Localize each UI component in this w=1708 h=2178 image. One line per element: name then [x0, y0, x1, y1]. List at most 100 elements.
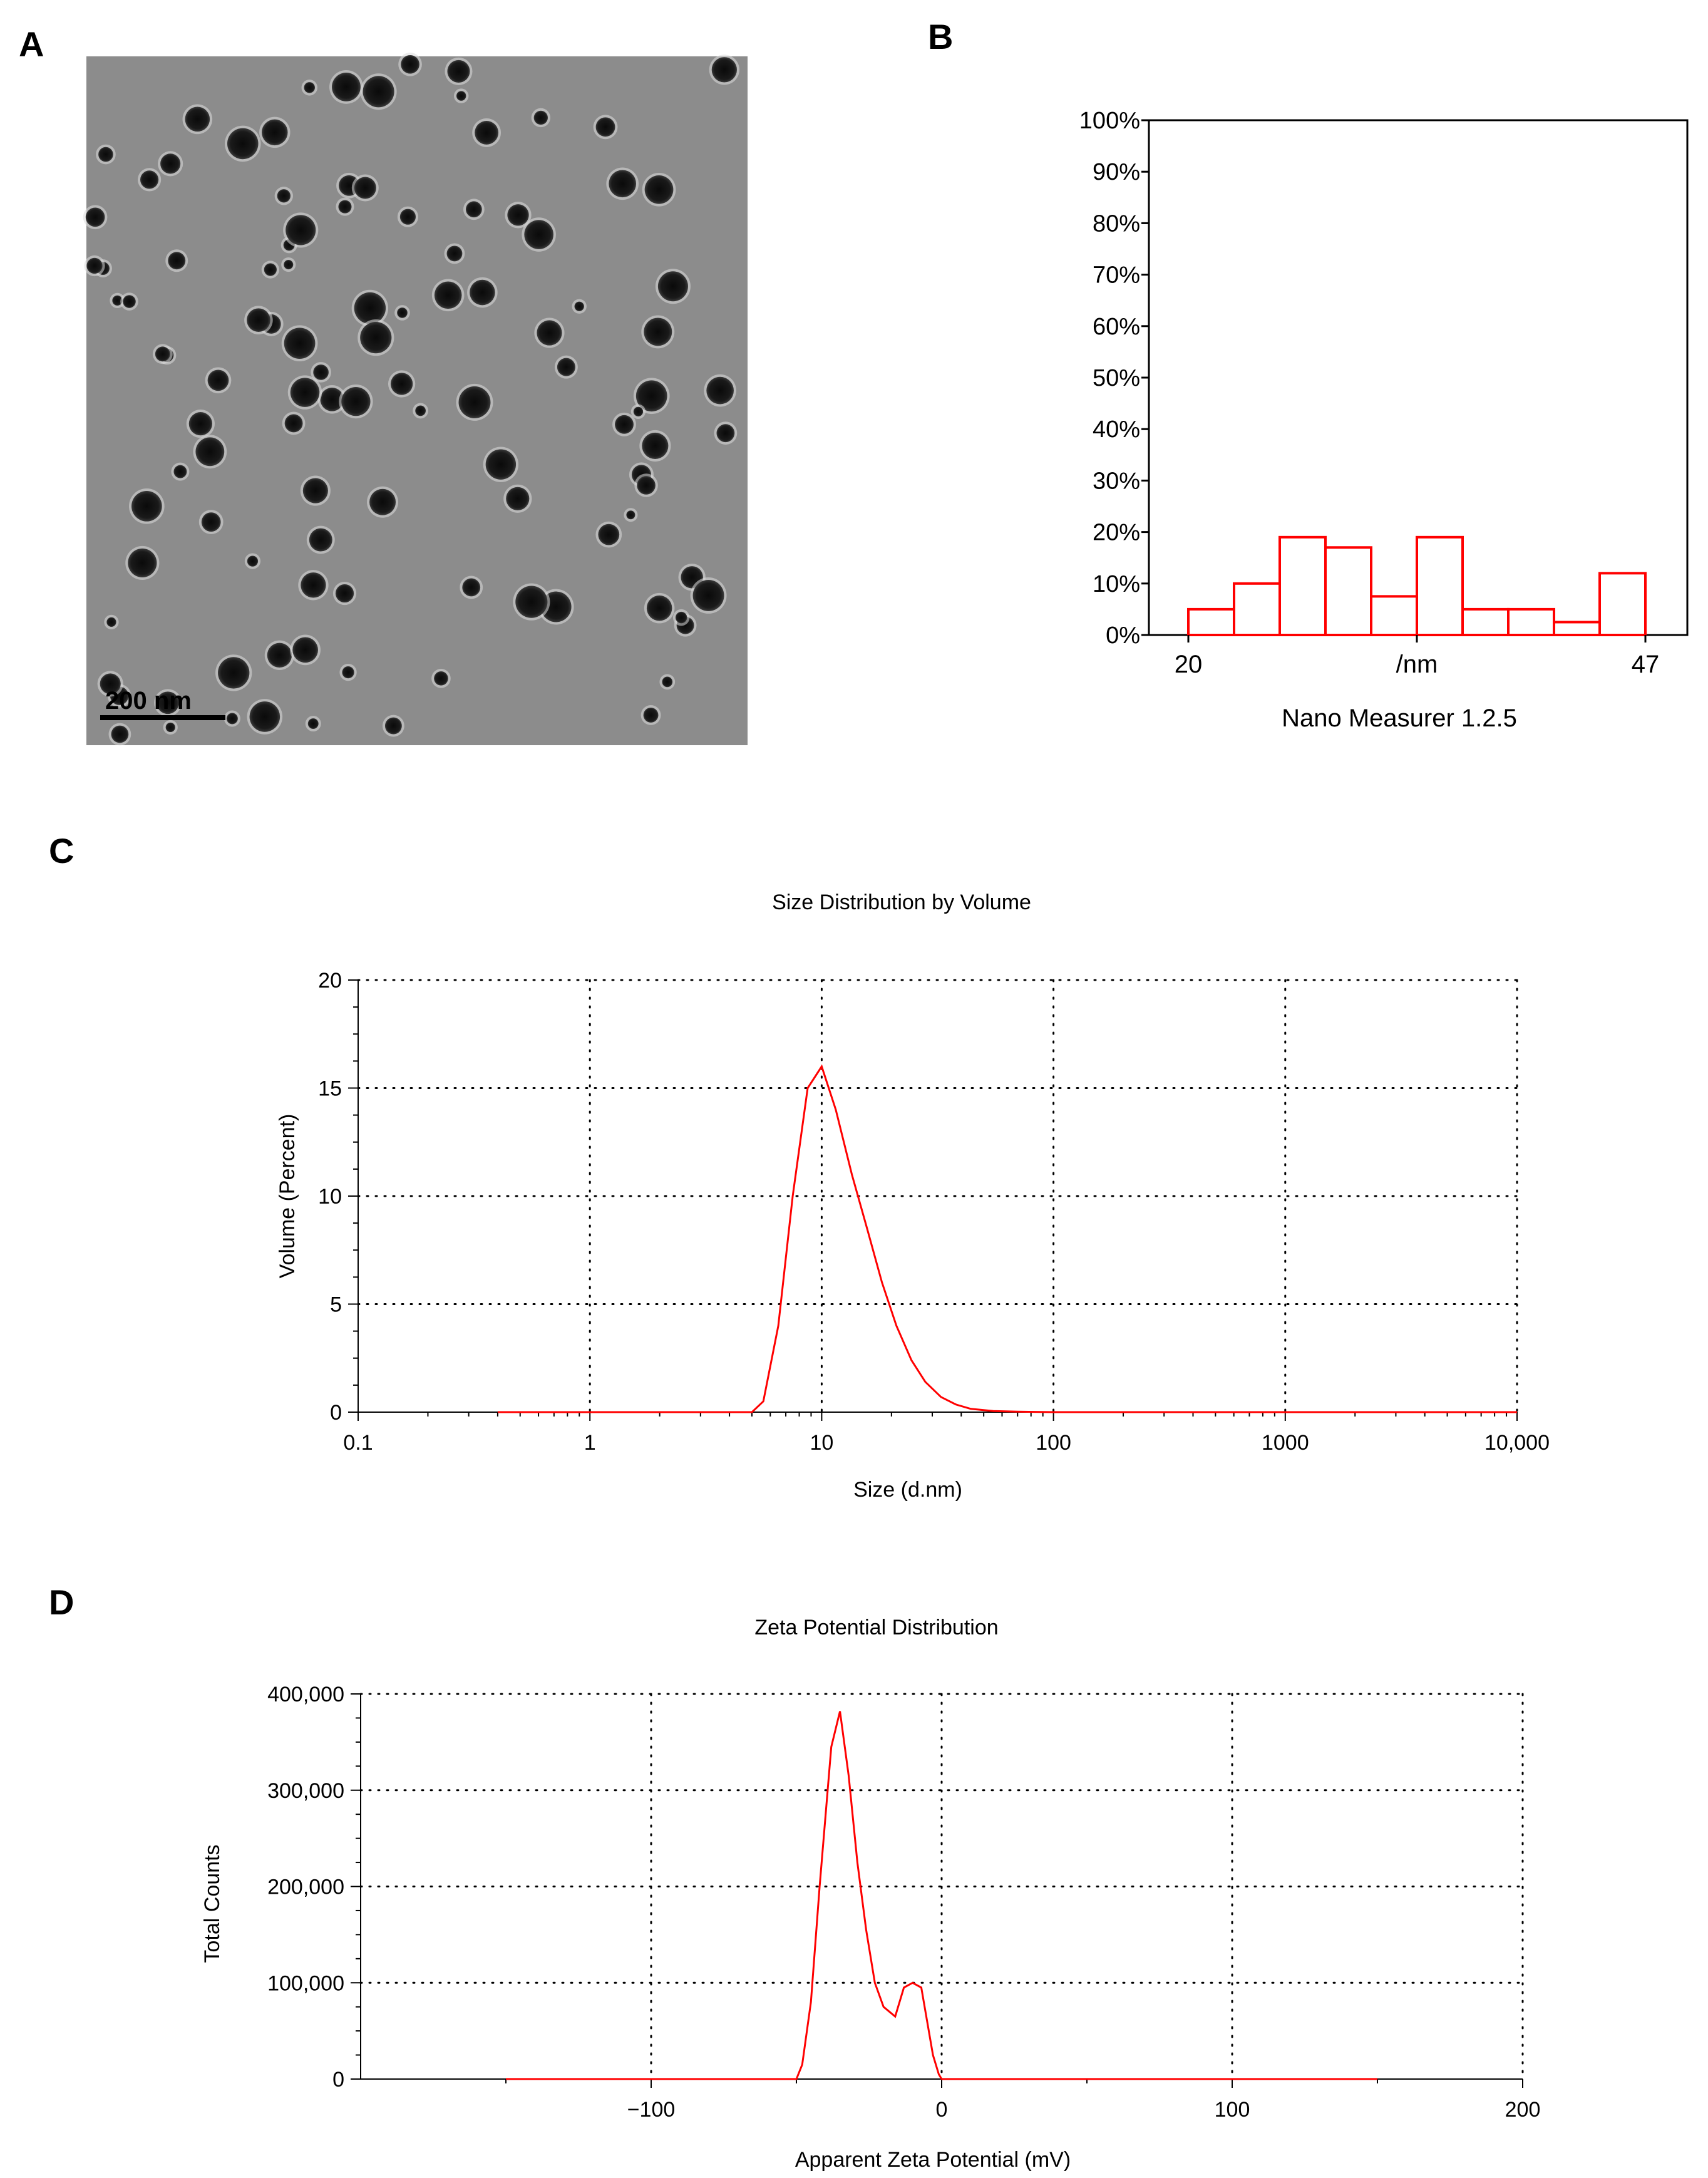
pore — [301, 572, 326, 598]
y-tick-label: 20% — [1093, 520, 1140, 546]
zeta-distribution-line — [506, 1711, 1377, 2080]
x-tick-label: 200 — [1505, 2098, 1541, 2122]
pore — [342, 666, 354, 679]
pore — [642, 432, 669, 459]
y-tick-label: 70% — [1093, 262, 1140, 289]
pore — [188, 412, 212, 436]
size-chart-xlabel: Size (d.nm) — [853, 1478, 962, 1502]
pore — [140, 170, 159, 189]
pore — [286, 215, 316, 245]
pore — [157, 691, 179, 715]
pore — [646, 595, 672, 621]
pore — [284, 414, 303, 433]
y-tick-label: 60% — [1093, 314, 1140, 340]
pore — [165, 722, 175, 733]
pore — [446, 245, 463, 262]
pore — [267, 643, 292, 668]
pore — [155, 346, 170, 362]
x-tick-label: 100 — [1215, 2098, 1250, 2122]
histogram-bar — [1553, 621, 1601, 637]
pore — [635, 380, 667, 412]
pore — [397, 307, 408, 318]
pore — [390, 373, 413, 395]
pore — [465, 201, 482, 218]
pore — [598, 524, 620, 545]
pore — [644, 317, 672, 346]
pore — [507, 204, 529, 226]
pore — [284, 328, 316, 359]
pore — [401, 54, 419, 74]
pore — [290, 378, 320, 407]
y-tick-label: 400,000 — [267, 1683, 344, 1706]
pore — [415, 405, 426, 416]
pore — [227, 128, 259, 160]
pore — [262, 119, 288, 146]
pore — [675, 611, 687, 624]
pore — [168, 252, 186, 270]
pore — [369, 488, 396, 515]
y-tick-label: 0 — [332, 2068, 344, 2092]
histogram-bar — [1278, 535, 1327, 636]
pore — [111, 725, 129, 743]
pore — [98, 147, 113, 162]
histogram-bar — [1461, 607, 1510, 637]
pore — [195, 437, 225, 467]
x-tick-label: 1 — [584, 1431, 596, 1455]
pore — [218, 657, 250, 689]
size-chart-ylabel: Volume (Percent) — [275, 1114, 299, 1279]
pore — [106, 617, 116, 627]
tem-micrograph: 200 nm — [83, 52, 748, 746]
pore — [506, 487, 530, 510]
histogram-bar — [1187, 607, 1235, 637]
y-tick-label: 30% — [1093, 468, 1140, 494]
pore — [249, 701, 280, 732]
pore — [185, 106, 210, 132]
size-chart-title: Size Distribution by Volume — [772, 890, 1031, 914]
pore — [485, 449, 517, 480]
x-tick-label: 0 — [936, 2098, 948, 2122]
pore — [537, 320, 562, 346]
pore — [292, 637, 318, 663]
pore-group — [83, 52, 739, 746]
pore — [434, 671, 448, 686]
y-tick-label: 10% — [1093, 571, 1140, 597]
pore — [332, 72, 361, 101]
pore — [557, 358, 575, 376]
pore — [207, 369, 229, 391]
pore — [515, 586, 548, 618]
pore — [160, 153, 181, 174]
pore — [201, 512, 221, 532]
y-tick-label: 300,000 — [267, 1779, 344, 1803]
panel-letter-b: B — [928, 17, 953, 56]
pore — [309, 528, 332, 552]
histogram-footer: Nano Measurer 1.2.5 — [1282, 704, 1517, 732]
pore — [615, 415, 634, 434]
pore — [657, 271, 688, 302]
pore — [662, 676, 673, 688]
pore — [85, 207, 105, 227]
pore — [360, 322, 392, 354]
y-tick-label: 50% — [1093, 365, 1140, 391]
zeta-chart-ylabel: Total Counts — [200, 1845, 224, 1963]
size-distribution-line — [497, 1064, 1517, 1413]
pore — [711, 57, 737, 83]
scale-bar-label: 200 nm — [105, 687, 192, 715]
pore — [354, 292, 386, 324]
pore — [595, 117, 615, 137]
pore — [716, 424, 735, 443]
pore — [338, 200, 352, 214]
pore — [354, 177, 376, 199]
panel-letter-a: A — [19, 24, 44, 64]
pore — [284, 259, 294, 270]
y-tick-label: 100% — [1079, 108, 1140, 134]
pore — [335, 584, 354, 603]
pore — [609, 170, 637, 198]
pore — [643, 708, 659, 723]
x-tick-label: 100 — [1036, 1431, 1071, 1455]
x-tick-label: /nm — [1396, 651, 1438, 678]
pore — [470, 279, 495, 306]
y-tick-label: 15 — [318, 1077, 342, 1101]
histogram-panel: 0% 10% 20% 30% 40% 50% 60% 70% 80% 90% 100% 20/nm 4… — [1079, 108, 1689, 732]
panel-letter-c: C — [49, 831, 74, 870]
pore — [644, 175, 674, 204]
